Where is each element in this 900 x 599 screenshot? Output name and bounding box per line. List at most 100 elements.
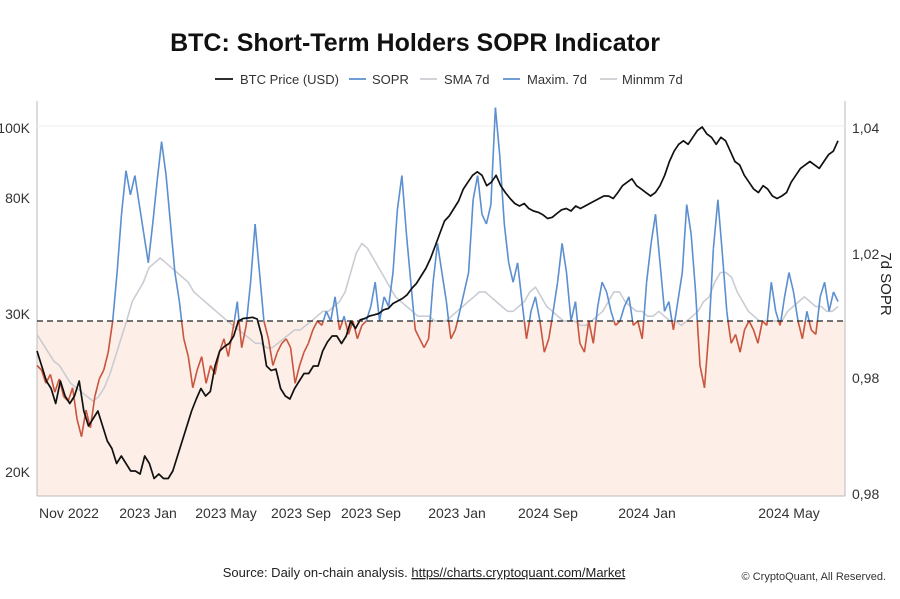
legend-sopr-label: SOPR [372, 72, 409, 87]
sopr-segment [561, 243, 568, 273]
sopr-segment [596, 282, 603, 307]
sopr-segment [67, 387, 74, 402]
sopr-segment [623, 296, 630, 307]
right-tick-4: 0,98 [852, 486, 879, 502]
sopr-segment [797, 320, 804, 339]
sopr-segment [334, 296, 340, 322]
sopr-segment [138, 204, 145, 234]
x-tick-1: 2023 Jan [119, 505, 177, 521]
sopr-segment [281, 338, 287, 344]
sopr-segment [307, 329, 314, 344]
sopr-segment [258, 272, 265, 322]
legend: BTC Price (USD) SOPR SMA 7d Maxim. 7d Mi… [215, 72, 683, 87]
sopr-segment [663, 301, 670, 312]
sopr-segment [169, 223, 176, 273]
sopr-segment [730, 334, 737, 344]
sopr-segment [254, 223, 261, 273]
sopr-segment [801, 320, 807, 339]
sopr-segment [726, 311, 729, 322]
sopr-segment [588, 320, 595, 344]
sopr-segment [828, 291, 835, 312]
btc-price-series [36, 126, 839, 480]
sopr-segment [418, 338, 425, 349]
sopr-segment [780, 296, 786, 322]
sopr-segment [525, 320, 531, 339]
sopr-segment [645, 243, 652, 283]
sopr-segment [654, 214, 661, 263]
sopr-segment [641, 320, 645, 339]
sopr-segment [54, 378, 61, 393]
sopr-segment [770, 282, 777, 312]
sopr-segment [165, 175, 172, 225]
sopr-segment [672, 320, 676, 331]
right-tick-1: 1,04 [852, 120, 879, 136]
sopr-segment [76, 418, 83, 437]
sopr-segment [71, 387, 78, 420]
sopr-segment [103, 352, 109, 371]
sopr-segment [238, 320, 243, 348]
sopr-segment [690, 233, 697, 292]
sopr-segment [677, 272, 684, 302]
sopr-segment [774, 311, 780, 322]
sopr-segment [708, 320, 711, 330]
sopr-segment [312, 320, 319, 331]
right-tick-2: 1,02 [852, 246, 879, 262]
sopr-segment [156, 141, 163, 181]
x-axis-ticks: Nov 2022 2023 Jan 2023 May 2023 Sep 2023… [39, 505, 820, 521]
sopr-segment [401, 175, 408, 234]
x-tick-4: 2023 Sep [341, 505, 401, 521]
sopr-segment [757, 320, 764, 344]
sopr-segment [98, 369, 105, 380]
sopr-segment [116, 214, 123, 273]
sopr-segment [748, 320, 755, 331]
sopr-segment [111, 272, 118, 322]
sopr-segment [739, 329, 746, 353]
right-axis-ticks: 1,04 1,02 0,98 0,98 7d SOPR [852, 120, 894, 502]
sopr-segment [717, 199, 724, 254]
x-tick-7: 2024 Jan [618, 505, 676, 521]
sopr-segment [685, 204, 692, 234]
sopr-segment [298, 351, 305, 366]
legend-price-label: BTC Price (USD) [240, 72, 339, 87]
sopr-segment [178, 301, 183, 322]
sopr-segment [712, 199, 719, 249]
sopr-segment [427, 320, 431, 339]
sopr-segment [361, 320, 367, 326]
sopr-segment [530, 296, 537, 312]
x-tick-5: 2023 Jan [428, 505, 486, 521]
x-tick-2: 2023 May [195, 505, 256, 521]
sopr-segment [592, 320, 597, 344]
sopr-segment [187, 356, 194, 388]
sopr-segment [528, 311, 532, 322]
sopr-segment [396, 175, 403, 210]
sopr-segment [236, 301, 240, 322]
sopr-segment [766, 282, 773, 322]
sopr-segment [595, 306, 599, 322]
sopr-segment [467, 199, 474, 273]
sopr-segment [637, 320, 643, 339]
left-tick-20k: 20K [5, 464, 31, 480]
sopr-segment [374, 282, 381, 322]
source-link[interactable]: https//charts.cryptoquant.com/Market [411, 565, 625, 580]
sopr-segment [151, 180, 158, 225]
sopr-segment [129, 175, 136, 196]
sopr-segment [383, 296, 390, 307]
sopr-segment [447, 320, 452, 339]
right-axis-title: 7d SOPR [877, 252, 894, 316]
sopr-segment [240, 325, 247, 348]
below-one-shade [37, 321, 845, 496]
sopr-segment [659, 262, 666, 312]
sopr-segment [160, 141, 167, 176]
left-tick-100k: 100K [0, 120, 31, 136]
sopr-segment [619, 306, 626, 322]
sopr-segment [36, 364, 43, 371]
sopr-segment [696, 320, 701, 366]
sopr-segment [423, 338, 430, 349]
sopr-segment [806, 311, 810, 322]
sopr-segment [699, 365, 706, 388]
sopr-segment [134, 175, 141, 205]
sopr-segment [579, 342, 586, 353]
sopr-segment [539, 320, 546, 353]
sopr-segment [249, 223, 256, 283]
